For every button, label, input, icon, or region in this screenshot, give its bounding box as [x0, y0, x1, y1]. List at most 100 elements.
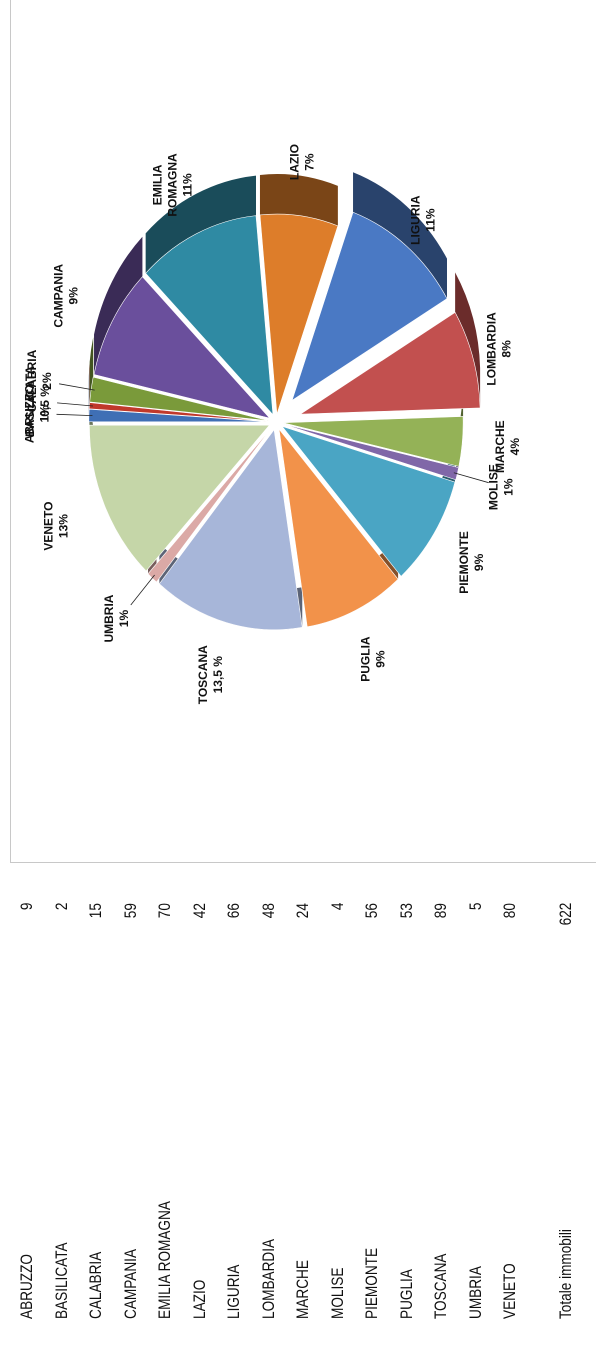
pie-label-line: CAMPANIA — [51, 264, 65, 328]
table-row-name: CALABRIA — [86, 1251, 105, 1319]
pie-slice-puglia — [278, 428, 399, 628]
pie-slice-side-campania — [94, 236, 143, 375]
table-row-value: 48 — [258, 903, 278, 919]
table-row-value: 56 — [362, 903, 381, 919]
chart-frame: ABRUZZO1% BASILICATA0,5 % CALABRIA2% CAMPAN… — [10, 0, 596, 863]
pie-slice-campania — [93, 276, 271, 419]
pie-slice-side-liguria — [353, 172, 447, 299]
pie-label-line: LOMBARDIA — [484, 312, 498, 386]
pie-slice-piemonte — [281, 425, 456, 577]
pie-leader-line — [57, 402, 94, 407]
pie-slice-side-emilia-romagna — [145, 175, 256, 274]
pie-label-line: 2% — [40, 372, 54, 390]
table-row-name: LOMBARDIA — [258, 1238, 278, 1319]
pie-label-molise: MOLISE1% — [486, 464, 515, 510]
table-row-value: 9 — [17, 903, 36, 911]
pie-label-line: UMBRIA — [102, 594, 116, 642]
table-row-value: 80 — [500, 903, 519, 919]
pie-leader-line — [453, 472, 489, 484]
pie-slice-side-calabria — [89, 337, 94, 402]
pie-slice-liguria — [291, 211, 448, 402]
pie-slice-lombardia — [299, 311, 481, 415]
table-row-name: VENETO — [500, 1263, 519, 1319]
pie-label-line: VENETO — [42, 501, 56, 550]
pie-label-line: 0,5 % — [38, 386, 52, 417]
pie-label-line: 1% — [501, 478, 515, 496]
pie-label-toscana: TOSCANA13,5 % — [196, 645, 225, 704]
pie-label-emilia-romagna: EMILIAROMAGNA11% — [151, 153, 195, 217]
pie-slice-lazio — [259, 213, 339, 415]
pie-label-basilicata: BASILICATA0,5 % — [23, 366, 52, 437]
table-row-name: ABRUZZO — [17, 1254, 36, 1319]
pie-slice-toscana — [158, 428, 303, 631]
pie-label-line: EMILIA — [151, 164, 165, 205]
pie-label-liguria: LIGURIA11% — [408, 195, 437, 245]
pie-leader-line — [130, 574, 155, 606]
pie-label-line: 11% — [423, 208, 437, 232]
pie-leader-line — [59, 383, 95, 391]
pie-label-line: 7% — [303, 153, 317, 171]
pie-label-line: 11% — [181, 173, 195, 197]
pie-label-line: LIGURIA — [408, 195, 422, 245]
pie-slice-side-lazio — [259, 174, 338, 226]
total-value: 622 — [556, 903, 575, 926]
pie-label-abruzzo: ABRUZZO1% — [22, 384, 51, 443]
pie-label-line: 13,5 % — [211, 656, 225, 694]
table-row-name: TOSCANA — [431, 1253, 450, 1320]
pie-label-line: PIEMONTE — [457, 531, 471, 594]
pie-slice-veneto — [89, 424, 271, 572]
pie-label-line: ABRUZZO — [22, 384, 36, 443]
pie-chart: ABRUZZO1%BASILICATA0,5 %CALABRIA2%CAMPAN… — [22, 144, 522, 704]
table-row-name: MARCHE — [293, 1260, 312, 1319]
table-row-name: PUGLIA — [396, 1269, 416, 1319]
pie-label-line: 13% — [57, 514, 71, 538]
pie-label-calabria: CALABRIA2% — [25, 349, 54, 412]
pie-slice-emilia-romagna — [145, 215, 274, 416]
table-row-value: 42 — [189, 903, 209, 919]
property-table: ABRUZZO 9 BASILICATA 2 CALABRIA 15 CAMPANIA 59 E… — [0, 879, 596, 1349]
table-row-value: 89 — [431, 903, 450, 919]
pie-label-line: 9% — [66, 287, 80, 305]
table-row-value: 5 — [465, 903, 485, 911]
table-row-value: 59 — [120, 903, 140, 919]
table-row-value: 4 — [327, 903, 347, 911]
pie-label-lombardia: LOMBARDIA8% — [484, 312, 513, 386]
table-row-value: 70 — [155, 903, 174, 919]
pie-label-piemonte: PIEMONTE9% — [457, 531, 486, 594]
table-row-value: 53 — [396, 903, 416, 919]
table-row-name: EMILIA ROMAGNA — [155, 1201, 174, 1319]
table-row-value: 66 — [224, 903, 243, 919]
pie-label-line: TOSCANA — [196, 645, 210, 704]
pie-label-line: BASILICATA — [23, 366, 37, 437]
table-row-name: UMBRIA — [465, 1266, 485, 1319]
table-row-name: BASILICATA — [51, 1242, 71, 1319]
pie-label-line: ROMAGNA — [166, 153, 180, 217]
pie-label-lazio: LAZIO7% — [288, 144, 317, 180]
table-row-value: 2 — [51, 903, 71, 911]
pie-label-line: 4% — [508, 438, 522, 456]
pie-label-line: MOLISE — [486, 464, 500, 510]
pie-label-puglia: PUGLIA9% — [358, 636, 387, 682]
pie-label-line: 1% — [117, 610, 131, 628]
total-label: Totale immobili — [556, 1229, 575, 1319]
pie-slice-marche — [283, 416, 464, 467]
pie-label-umbria: UMBRIA1% — [102, 594, 131, 642]
table-row-value: 15 — [86, 903, 105, 919]
table-row-name: CAMPANIA — [120, 1248, 140, 1319]
pie-label-line: CALABRIA — [25, 349, 39, 412]
pie-label-line: 9% — [373, 650, 387, 668]
table-row-name: LAZIO — [189, 1279, 209, 1319]
table-row-name: MOLISE — [327, 1267, 347, 1319]
pie-label-campania: CAMPANIA9% — [51, 264, 80, 328]
pie-label-line: 9% — [472, 553, 486, 571]
pie-label-line: LAZIO — [288, 144, 302, 180]
table-row-name: LIGURIA — [224, 1264, 243, 1319]
pie-label-veneto: VENETO13% — [42, 501, 71, 550]
table-row-value: 24 — [293, 903, 312, 919]
pie-label-marche: MARCHE4% — [493, 420, 522, 473]
pie-leader-line — [56, 413, 93, 416]
pie-label-line: 1% — [37, 405, 51, 423]
pie-label-line: 8% — [499, 340, 513, 358]
pie-label-line: PUGLIA — [358, 636, 372, 682]
